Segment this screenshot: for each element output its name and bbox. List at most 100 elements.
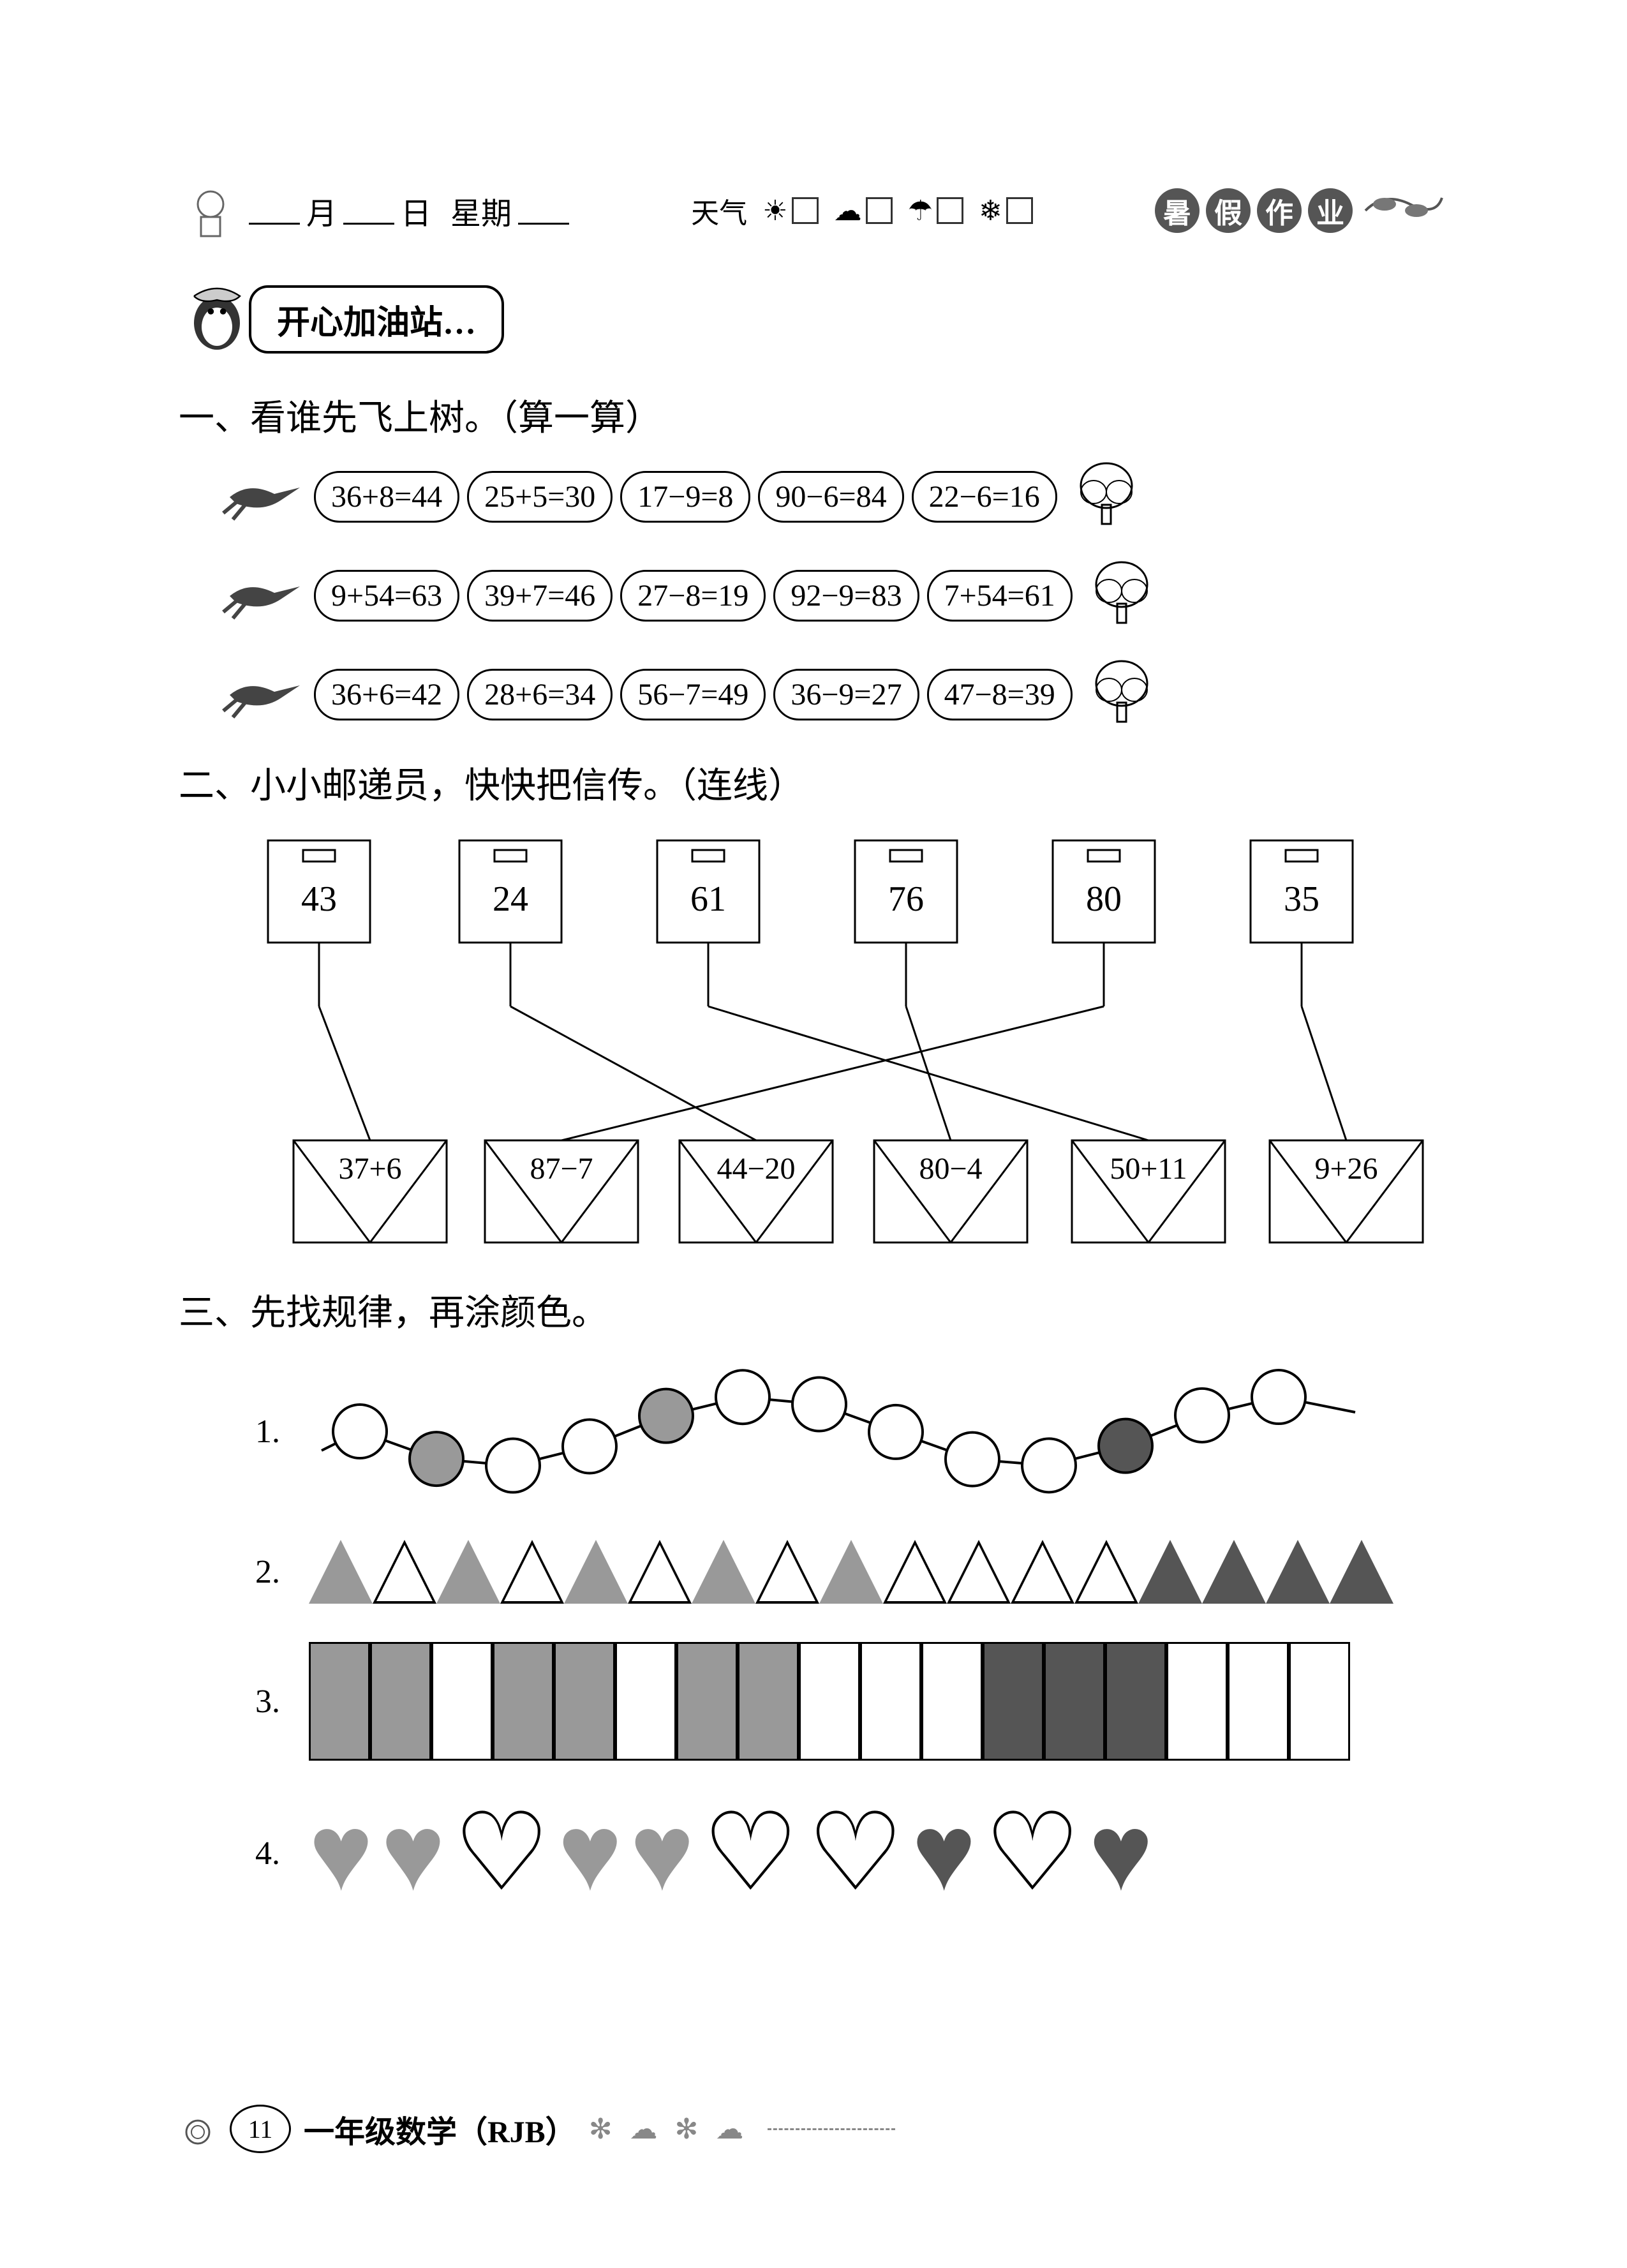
section1-title: 一、看谁先飞上树。（算一算） (179, 389, 1448, 441)
rect-shape (431, 1642, 493, 1761)
section3-title: 三、先找规律，再涂颜色。 (179, 1284, 1448, 1336)
penguin-icon (179, 281, 255, 357)
equation-pill: 47−8=39 (927, 669, 1073, 720)
leaf-icon (1359, 185, 1448, 236)
day-blank[interactable] (343, 197, 394, 225)
pattern4-hearts: ♥♥♡♥♥♡♡♥♡♥ (309, 1799, 1153, 1907)
weather-row: 天气 ☀ ☁ ☂ ❄ (691, 190, 1033, 231)
equation-pill: 92−9=83 (773, 570, 919, 622)
triangle-shape (1074, 1540, 1138, 1604)
svg-text:50+11: 50+11 (1110, 1152, 1187, 1186)
equation-pill: 28+6=34 (467, 669, 613, 720)
pattern3-rects (309, 1642, 1350, 1761)
triangle-shape (692, 1540, 755, 1604)
plant-icon (179, 179, 242, 242)
heart-shape: ♥ (630, 1799, 694, 1907)
equation-pill: 9+54=63 (314, 570, 459, 622)
svg-text:9+26: 9+26 (1314, 1152, 1378, 1186)
svg-text:76: 76 (888, 879, 924, 919)
weather-checkbox[interactable] (866, 197, 893, 224)
title-badge: 暑 假 作 业 (1155, 185, 1448, 236)
triangle-shape (819, 1540, 883, 1604)
triangle-shape (947, 1540, 1011, 1604)
triangle-shape (436, 1540, 500, 1604)
heart-shape: ♡ (807, 1799, 904, 1907)
footer-text: 一年级数学（RJB） (304, 2107, 576, 2151)
rect-shape (921, 1642, 983, 1761)
equation-pill: 22−6=16 (912, 471, 1057, 523)
svg-text:87−7: 87−7 (530, 1152, 593, 1186)
triangle-shape (1202, 1540, 1266, 1604)
pattern1-svg (309, 1361, 1393, 1502)
pattern1-row: 1. (179, 1361, 1448, 1502)
triangle-shape (309, 1540, 373, 1604)
triangle-shape (500, 1540, 564, 1604)
heart-shape: ♡ (702, 1799, 799, 1907)
svg-text:44−20: 44−20 (717, 1152, 795, 1186)
rect-shape (983, 1642, 1044, 1761)
pattern4-label: 4. (255, 1835, 306, 1872)
pattern3-row: 3. (179, 1642, 1448, 1761)
pattern1-label: 1. (255, 1413, 306, 1451)
rect-shape (309, 1642, 370, 1761)
heart-shape: ♡ (984, 1799, 1081, 1907)
rect-shape (1105, 1642, 1166, 1761)
pattern3-label: 3. (255, 1683, 306, 1720)
rect-shape (676, 1642, 738, 1761)
equation-pill: 36−9=27 (773, 669, 919, 720)
triangle-shape (564, 1540, 628, 1604)
triangle-shape (373, 1540, 436, 1604)
weather-checkbox[interactable] (937, 197, 963, 224)
bird-row: 36+6=4228+6=3456−7=4936−9=2747−8=39 (217, 658, 1448, 731)
rect-shape (1289, 1642, 1350, 1761)
triangle-shape (1266, 1540, 1330, 1604)
footer: 11 一年级数学（RJB） ✻ ☁ ✻ ☁ (179, 2105, 895, 2153)
title-char: 作 (1257, 188, 1302, 233)
weekday-blank[interactable] (518, 197, 569, 225)
equation-pill: 36+6=42 (314, 669, 459, 720)
banner-text: 开心加油站… (249, 285, 504, 354)
snail-icon (179, 2110, 217, 2148)
section2-title: 二、小小邮递员，快快把信传。（连线） (179, 757, 1448, 809)
triangle-shape (883, 1540, 947, 1604)
rect-shape (860, 1642, 921, 1761)
date-fields: 月 日 星期 (179, 179, 569, 242)
triangle-shape (1330, 1540, 1393, 1604)
equation-pill: 36+8=44 (314, 471, 459, 523)
weather-label: 天气 (691, 190, 747, 231)
rect-shape (738, 1642, 799, 1761)
footer-dashed (768, 2128, 895, 2130)
triangle-shape (628, 1540, 692, 1604)
triangle-shape (755, 1540, 819, 1604)
equation-pill: 56−7=49 (620, 669, 766, 720)
rect-shape (1044, 1642, 1105, 1761)
weather-checkbox[interactable] (792, 197, 819, 224)
pattern2-label: 2. (255, 1553, 306, 1591)
rect-shape (1166, 1642, 1228, 1761)
month-blank[interactable] (249, 197, 300, 225)
title-char: 假 (1206, 188, 1251, 233)
heart-shape: ♥ (381, 1799, 445, 1907)
weather-checkbox[interactable] (1006, 197, 1033, 224)
title-char: 暑 (1155, 188, 1200, 233)
svg-text:80: 80 (1086, 879, 1122, 919)
bird-row: 9+54=6339+7=4627−8=1992−9=837+54=61 (217, 559, 1448, 632)
svg-text:35: 35 (1284, 879, 1319, 919)
equation-pill: 90−6=84 (758, 471, 903, 523)
header-row: 月 日 星期 天气 ☀ ☁ ☂ ❄ 暑 假 作 业 (179, 179, 1448, 242)
equation-pill: 25+5=30 (467, 471, 613, 523)
title-char: 业 (1308, 188, 1353, 233)
heart-shape: ♡ (453, 1799, 550, 1907)
rain-icon: ☂ (908, 195, 963, 227)
equation-pill: 39+7=46 (467, 570, 613, 622)
matching-svg: 43 24 61 76 80 35 37+6 87−7 44−20 80−4 5… (204, 834, 1429, 1255)
page-number: 11 (230, 2105, 291, 2153)
svg-text:80−4: 80−4 (919, 1152, 982, 1186)
section1-rows: 36+8=4425+5=3017−9=890−6=8422−6=169+54=6… (217, 460, 1448, 731)
rect-shape (370, 1642, 431, 1761)
pattern2-triangles (309, 1540, 1393, 1604)
rect-shape (554, 1642, 615, 1761)
heart-shape: ♥ (558, 1799, 622, 1907)
svg-text:24: 24 (493, 879, 528, 919)
heart-shape: ♥ (1088, 1799, 1153, 1907)
